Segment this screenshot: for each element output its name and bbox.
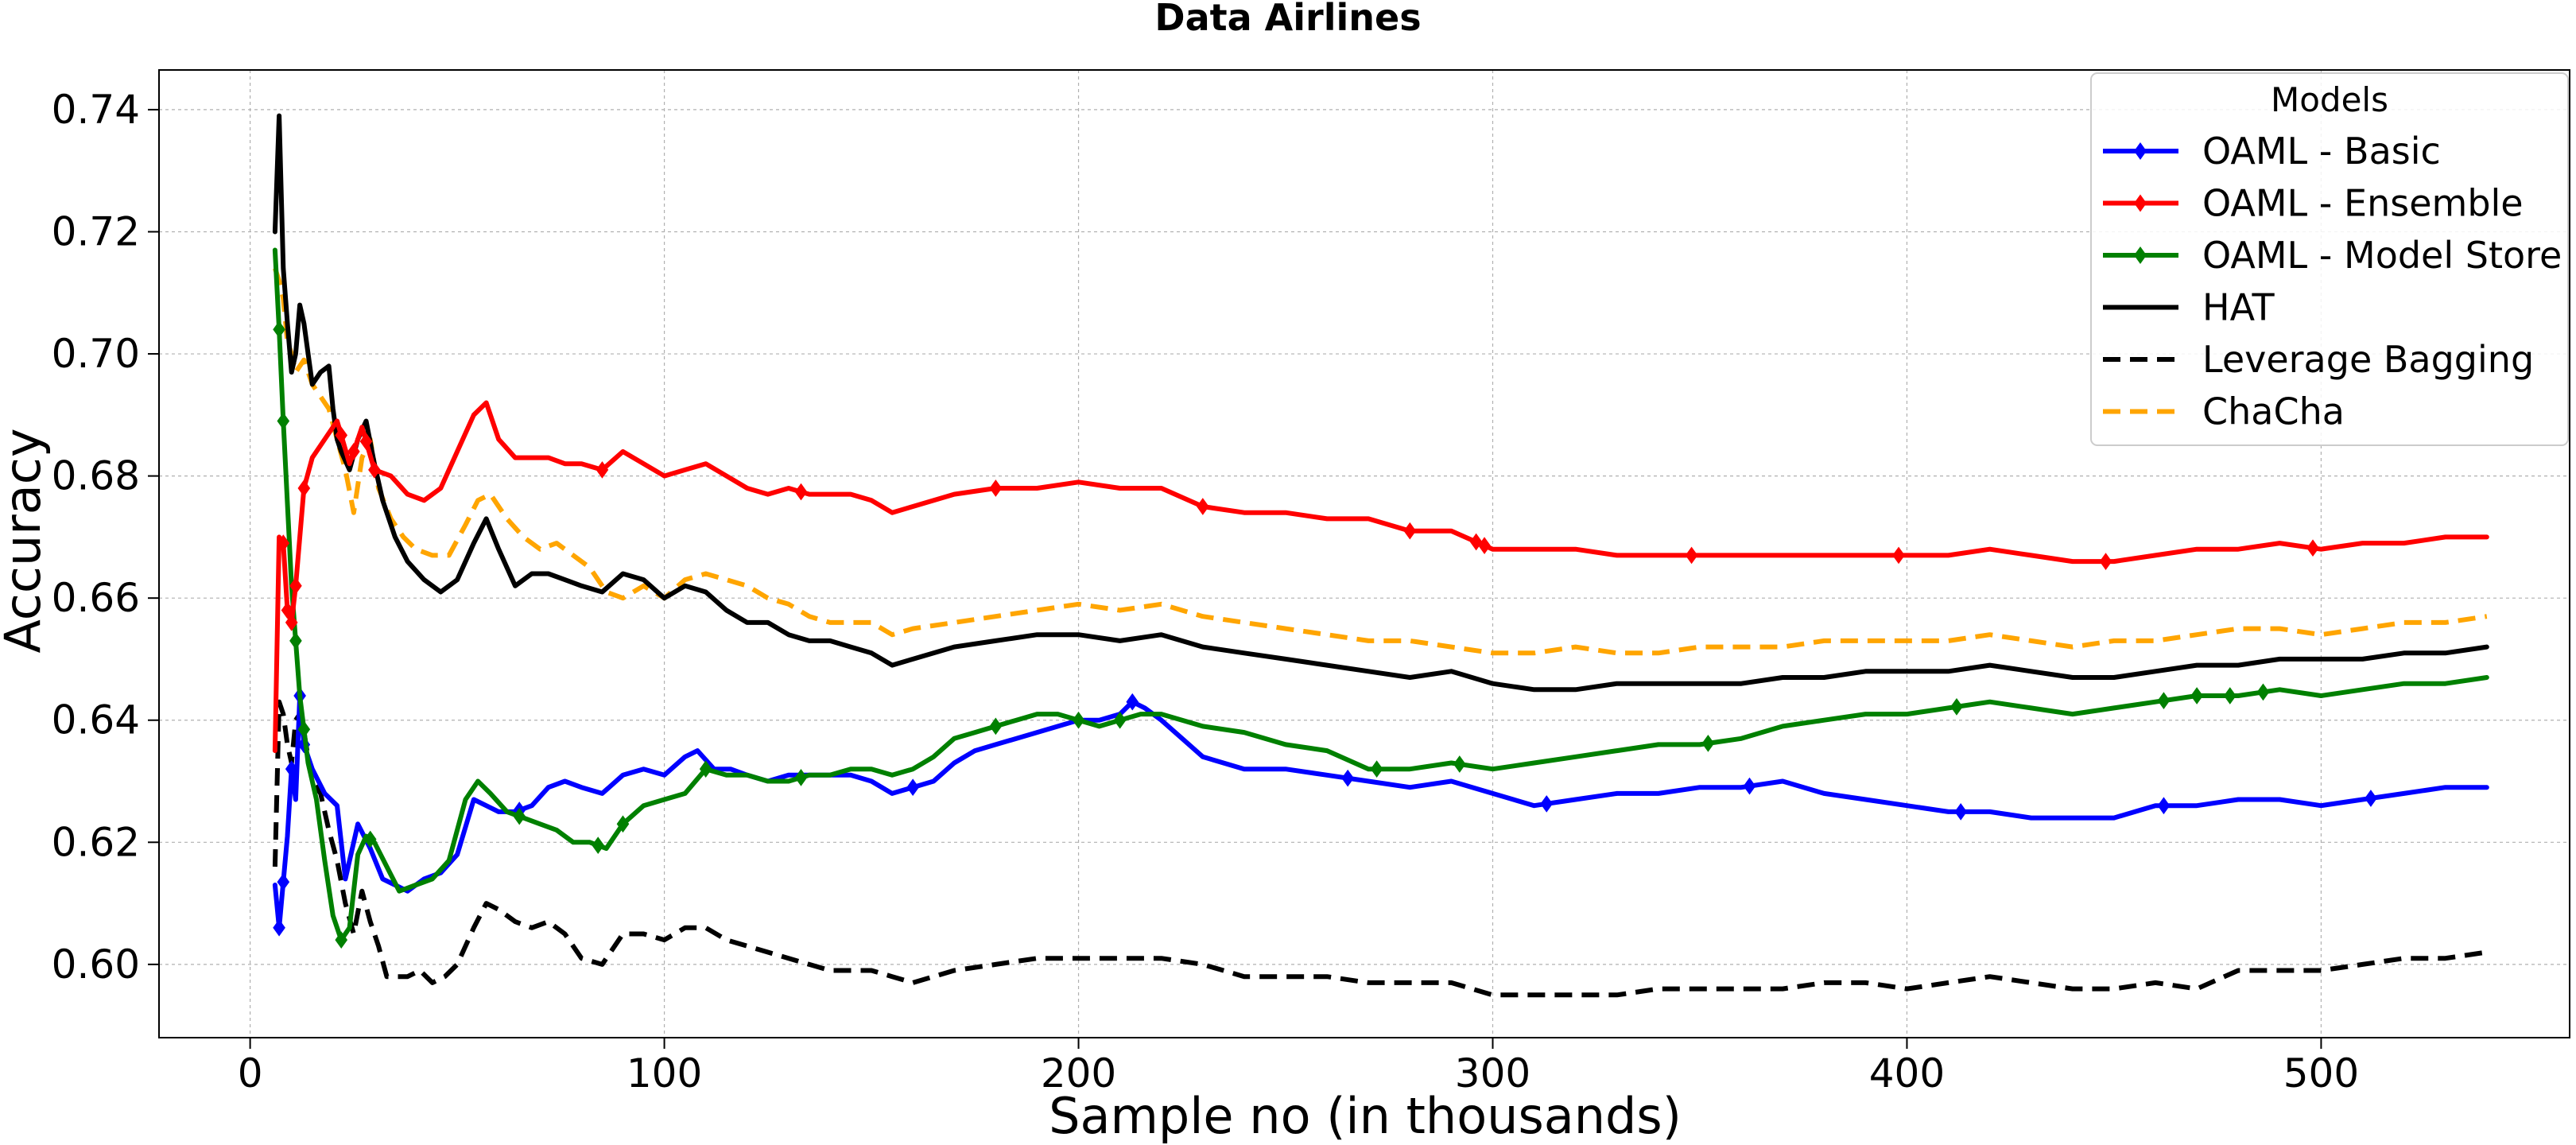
series-marker-oaml-model-store — [273, 320, 285, 339]
series-marker-oaml-ensemble — [297, 479, 311, 497]
y-axis-label: Accuracy — [0, 428, 52, 653]
series-marker-oaml-ensemble — [368, 461, 381, 479]
series-marker-oaml-model-store — [297, 720, 311, 739]
series-marker-oaml-basic — [2365, 790, 2377, 807]
series-marker-oaml-model-store — [2223, 687, 2237, 704]
legend-items: OAML - Basic OAML - Ensemble OAML - Model … — [2103, 130, 2562, 433]
series-marker-oaml-model-store — [1370, 760, 1383, 778]
series-leverage-bagging — [272, 699, 2488, 998]
series-marker-oaml-basic — [277, 873, 290, 891]
legend-box — [2090, 72, 2569, 446]
series-marker-oaml-ensemble — [285, 614, 298, 631]
legend-item-oaml-basic: OAML - Basic — [2103, 130, 2441, 173]
series-marker-oaml-ensemble — [2306, 539, 2319, 557]
legend-label-oaml-model-store: OAML - Model Store — [2202, 234, 2562, 277]
plot-frame — [158, 69, 2570, 1038]
series-marker-oaml-model-store — [989, 717, 1003, 736]
series-marker-oaml-ensemble — [281, 601, 294, 619]
series-line-oaml-ensemble — [272, 400, 2489, 754]
series-marker-oaml-model-store — [1453, 755, 1466, 773]
legend-marker-oaml-model-store — [2134, 246, 2147, 264]
y-tick-label: 0.68 — [52, 453, 140, 499]
series-marker-oaml-ensemble — [1403, 522, 1417, 540]
legend-item-chacha: ChaCha — [2103, 390, 2345, 433]
legend-item-oaml-model-store: OAML - Model Store — [2103, 234, 2562, 277]
series-oaml-model-store — [272, 247, 2489, 949]
series-marker-oaml-ensemble — [359, 433, 373, 450]
legend-item-leverage-bagging: Leverage Bagging — [2103, 338, 2534, 381]
series-layer — [272, 113, 2489, 998]
series-marker-oaml-model-store — [1113, 711, 1127, 729]
series-marker-oaml-model-store — [1072, 711, 1085, 729]
series-marker-oaml-ensemble — [277, 534, 290, 552]
legend-label-hat: HAT — [2202, 286, 2275, 329]
series-marker-oaml-ensemble — [289, 576, 302, 595]
series-marker-oaml-model-store — [289, 632, 302, 650]
legend-title: Models — [2271, 80, 2388, 119]
series-marker-oaml-model-store — [1950, 697, 1963, 716]
series-marker-oaml-model-store — [335, 931, 348, 949]
series-marker-oaml-model-store — [363, 830, 377, 848]
series-marker-oaml-basic — [1126, 693, 1139, 711]
series-marker-oaml-basic — [285, 760, 298, 778]
series-marker-oaml-basic — [1954, 803, 1968, 821]
y-tick-label: 0.70 — [52, 331, 140, 377]
series-line-oaml-model-store — [272, 247, 2489, 943]
x-axis-label: Sample no (in thousands) — [1049, 1087, 1682, 1145]
series-marker-oaml-ensemble — [596, 461, 609, 479]
series-marker-oaml-basic — [2157, 797, 2171, 815]
series-marker-oaml-model-store — [513, 807, 526, 825]
y-tick-label: 0.64 — [52, 697, 140, 743]
series-marker-oaml-ensemble — [1685, 546, 1698, 565]
x-tick-label: 200 — [1041, 1050, 1116, 1096]
series-marker-oaml-model-store — [1701, 735, 1715, 752]
series-marker-oaml-ensemble — [1478, 537, 1491, 554]
y-tick-label: 0.62 — [52, 819, 140, 865]
legend-label-oaml-basic: OAML - Basic — [2202, 130, 2441, 173]
series-marker-oaml-basic — [1540, 795, 1554, 813]
series-marker-oaml-model-store — [616, 815, 630, 833]
y-tick-label: 0.72 — [52, 208, 140, 254]
chart-title: Data Airlines — [1154, 0, 1421, 39]
series-marker-oaml-ensemble — [989, 479, 1003, 497]
x-tick-label: 500 — [2283, 1050, 2359, 1096]
series-marker-oaml-ensemble — [1892, 546, 1905, 565]
series-marker-oaml-ensemble — [347, 443, 360, 460]
series-marker-oaml-basic — [273, 918, 285, 937]
series-line-leverage-bagging — [272, 699, 2488, 998]
series-marker-oaml-basic — [1341, 769, 1354, 787]
series-marker-oaml-ensemble — [335, 426, 348, 444]
series-marker-oaml-model-store — [592, 836, 605, 854]
series-marker-oaml-ensemble — [2099, 553, 2112, 570]
x-tick-label: 300 — [1455, 1050, 1530, 1096]
legend-label-leverage-bagging: Leverage Bagging — [2202, 338, 2534, 381]
x-tick-label: 0 — [238, 1050, 263, 1096]
legend-item-oaml-ensemble: OAML - Ensemble — [2103, 182, 2524, 225]
legend-label-oaml-ensemble: OAML - Ensemble — [2202, 182, 2524, 225]
series-marker-oaml-ensemble — [1197, 498, 1209, 515]
series-marker-oaml-model-store — [2190, 687, 2203, 704]
legend-label-chacha: ChaCha — [2202, 390, 2345, 433]
series-marker-oaml-basic — [906, 778, 919, 797]
series-marker-oaml-model-store — [277, 412, 290, 430]
series-marker-oaml-model-store — [794, 769, 808, 786]
legend-marker-oaml-ensemble — [2134, 194, 2147, 212]
grid — [159, 70, 2570, 1038]
series-oaml-ensemble — [272, 400, 2489, 754]
y-tick-label: 0.60 — [52, 941, 140, 988]
series-marker-oaml-model-store — [699, 760, 712, 778]
x-tick-label: 100 — [627, 1050, 702, 1096]
series-marker-oaml-ensemble — [794, 483, 808, 501]
series-marker-oaml-model-store — [2157, 692, 2171, 710]
x-tick-label: 400 — [1869, 1050, 1945, 1096]
legend-item-hat: HAT — [2103, 286, 2275, 329]
series-marker-oaml-basic — [1743, 777, 1756, 795]
y-tick-label: 0.66 — [52, 575, 140, 621]
legend-marker-oaml-basic — [2134, 142, 2147, 160]
y-tick-label: 0.74 — [52, 87, 140, 133]
series-marker-oaml-model-store — [2256, 683, 2270, 701]
axis-ticks: 0 100 200 300 400 500 0.60 0.62 0.64 0.66 0.68 0.70… — [52, 87, 2359, 1096]
